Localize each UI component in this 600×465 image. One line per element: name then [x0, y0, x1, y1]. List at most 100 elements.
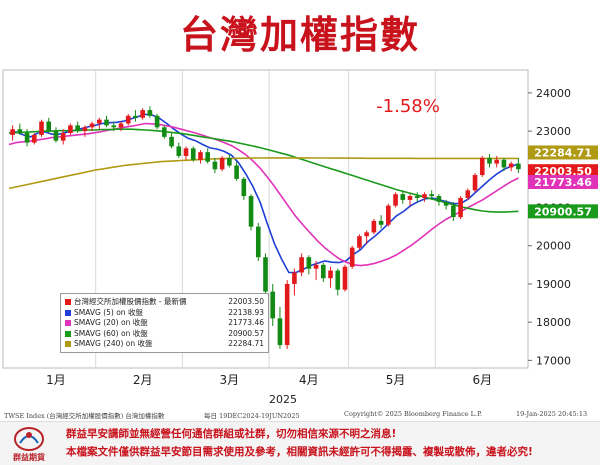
x-tick-label: 6月	[472, 373, 492, 387]
chart-footer: TWSE Index (台灣經交所加權股價指數) 台灣加權指數 每日 19DEC…	[0, 407, 600, 421]
candle-body	[46, 121, 52, 132]
candle-body	[487, 157, 492, 164]
value-label-bg	[528, 174, 598, 189]
legend-entry: SMAVG (20) on 收盤 21773.46	[65, 318, 264, 328]
legend-swatch	[65, 299, 71, 305]
legend: 台灣經交所加權股價指數 - 最新價 22003.50 SMAVG (5) on 收盤…	[60, 293, 269, 353]
legend-swatch	[65, 320, 71, 326]
value-label-text: 21773.46	[534, 176, 592, 189]
value-label-text: 22003.50	[534, 165, 592, 178]
candle-body	[60, 133, 66, 141]
chart-title: 台灣加權指數	[179, 13, 420, 57]
candle-body	[299, 257, 304, 273]
candle-body	[306, 257, 312, 269]
disclaimer-bar: 群益期貨 群益早安講師並無經營任何通信群組或社群，切勿相信來源不明之消息! 本檔…	[0, 421, 600, 465]
candle-body	[284, 283, 290, 346]
candle-body	[270, 291, 276, 319]
ma-line	[8, 122, 519, 267]
candle-body	[472, 175, 478, 191]
candle-body	[328, 270, 333, 279]
candle-body	[407, 196, 413, 200]
value-label: 22003.50	[528, 164, 598, 179]
legend-series-value: 22138.93	[228, 307, 264, 317]
candle-body	[104, 119, 109, 126]
value-label: 21773.46	[528, 174, 598, 189]
value-label-text: 20900.57	[534, 205, 592, 218]
legend-entry: SMAVG (60) on 收盤 20900.57	[65, 329, 264, 339]
candle-body	[451, 205, 456, 218]
change-annotation: -1.58%	[376, 96, 440, 117]
candle-body	[349, 247, 355, 267]
candle-body	[393, 194, 398, 206]
candle-body	[263, 257, 268, 292]
candle-body	[154, 115, 160, 128]
footer-source: TWSE Index (台灣經交所加權股價指數) 台灣加權指數	[4, 412, 165, 420]
candle-body	[183, 148, 189, 156]
candle-body	[17, 129, 23, 134]
candle-body	[313, 264, 319, 269]
candle-body	[147, 110, 153, 116]
ma-line	[8, 128, 519, 213]
candle-body	[89, 123, 95, 128]
candle-body	[241, 178, 247, 197]
candle-body	[205, 152, 211, 162]
footer-timestamp: 19-Jan-2025 20:45:13	[516, 410, 588, 418]
candle-body	[118, 123, 124, 128]
candle-body	[414, 196, 420, 198]
company-logo: 群益期貨	[6, 425, 52, 463]
candle-body	[335, 270, 341, 290]
candle-body	[378, 220, 384, 225]
legend-series-name: SMAVG (60) on 收盤	[74, 328, 148, 338]
legend-series-name: 台灣經交所加權股價指數 - 最新價	[74, 297, 187, 306]
candle-body	[169, 136, 174, 147]
legend-series-name: SMAVG (240) on 收盤	[74, 339, 153, 348]
legend-series-value: 22003.50	[228, 297, 264, 306]
value-label: 20900.57	[528, 204, 598, 219]
candle-body	[458, 197, 463, 218]
candle-body	[248, 196, 254, 227]
x-tick-label: 4月	[299, 373, 319, 387]
legend-series-name: SMAVG (20) on 收盤	[74, 318, 148, 327]
value-label-bg	[528, 204, 598, 219]
candle-body	[277, 318, 283, 346]
y-tick-label: 17000	[536, 354, 571, 367]
legend-series-value: 20900.57	[228, 328, 264, 338]
legend-series-name: SMAVG (5) on 收盤	[74, 307, 143, 317]
candle-body	[320, 264, 326, 279]
x-tick-label: 5月	[386, 373, 406, 387]
footer-period: 每日 19DEC2024-19JUN2025	[204, 412, 300, 420]
legend-entry: 台灣經交所加權股價指數 - 最新價 22003.50	[65, 297, 264, 307]
candle-body	[371, 220, 377, 233]
y-tick-label: 18000	[536, 316, 571, 329]
candle-body	[342, 266, 348, 290]
disclaimer-line-2: 本檔案文件僅供群益早安節目需求使用及參考，相關資訊未經許可不得揭露、複製或散佈，…	[66, 446, 533, 458]
candle-body	[429, 194, 434, 197]
value-label-bg	[528, 145, 598, 160]
candle-body	[516, 163, 521, 170]
x-tick-label: 3月	[220, 373, 240, 387]
candle-body	[125, 115, 131, 124]
candle-body	[24, 133, 30, 143]
candle-body	[68, 125, 73, 134]
candle-body	[465, 190, 471, 198]
candle-body	[75, 125, 80, 132]
legend-swatch	[65, 309, 71, 316]
candle-body	[198, 152, 203, 160]
x-tick-label: 2月	[133, 373, 153, 387]
candle-body	[31, 134, 37, 143]
legend-entry: SMAVG (5) on 收盤 22138.93	[65, 308, 264, 318]
value-label: 22284.71	[528, 145, 598, 160]
legend-series-value: 22284.71	[228, 339, 264, 348]
value-label-text: 22284.71	[534, 146, 592, 159]
candle-body	[255, 226, 261, 258]
legend-swatch	[65, 341, 71, 347]
y-tick-label: 20000	[536, 240, 571, 253]
disclaimer-line-1: 群益早安講師並無經營任何通信群組或社群，切勿相信來源不明之消息!	[66, 428, 397, 440]
candle-body	[97, 119, 102, 124]
candle-body	[10, 129, 15, 135]
candle-body	[422, 194, 427, 198]
candle-body	[133, 115, 138, 118]
candle-body	[508, 163, 514, 168]
candle-body	[212, 161, 218, 170]
candle-body	[39, 121, 44, 135]
